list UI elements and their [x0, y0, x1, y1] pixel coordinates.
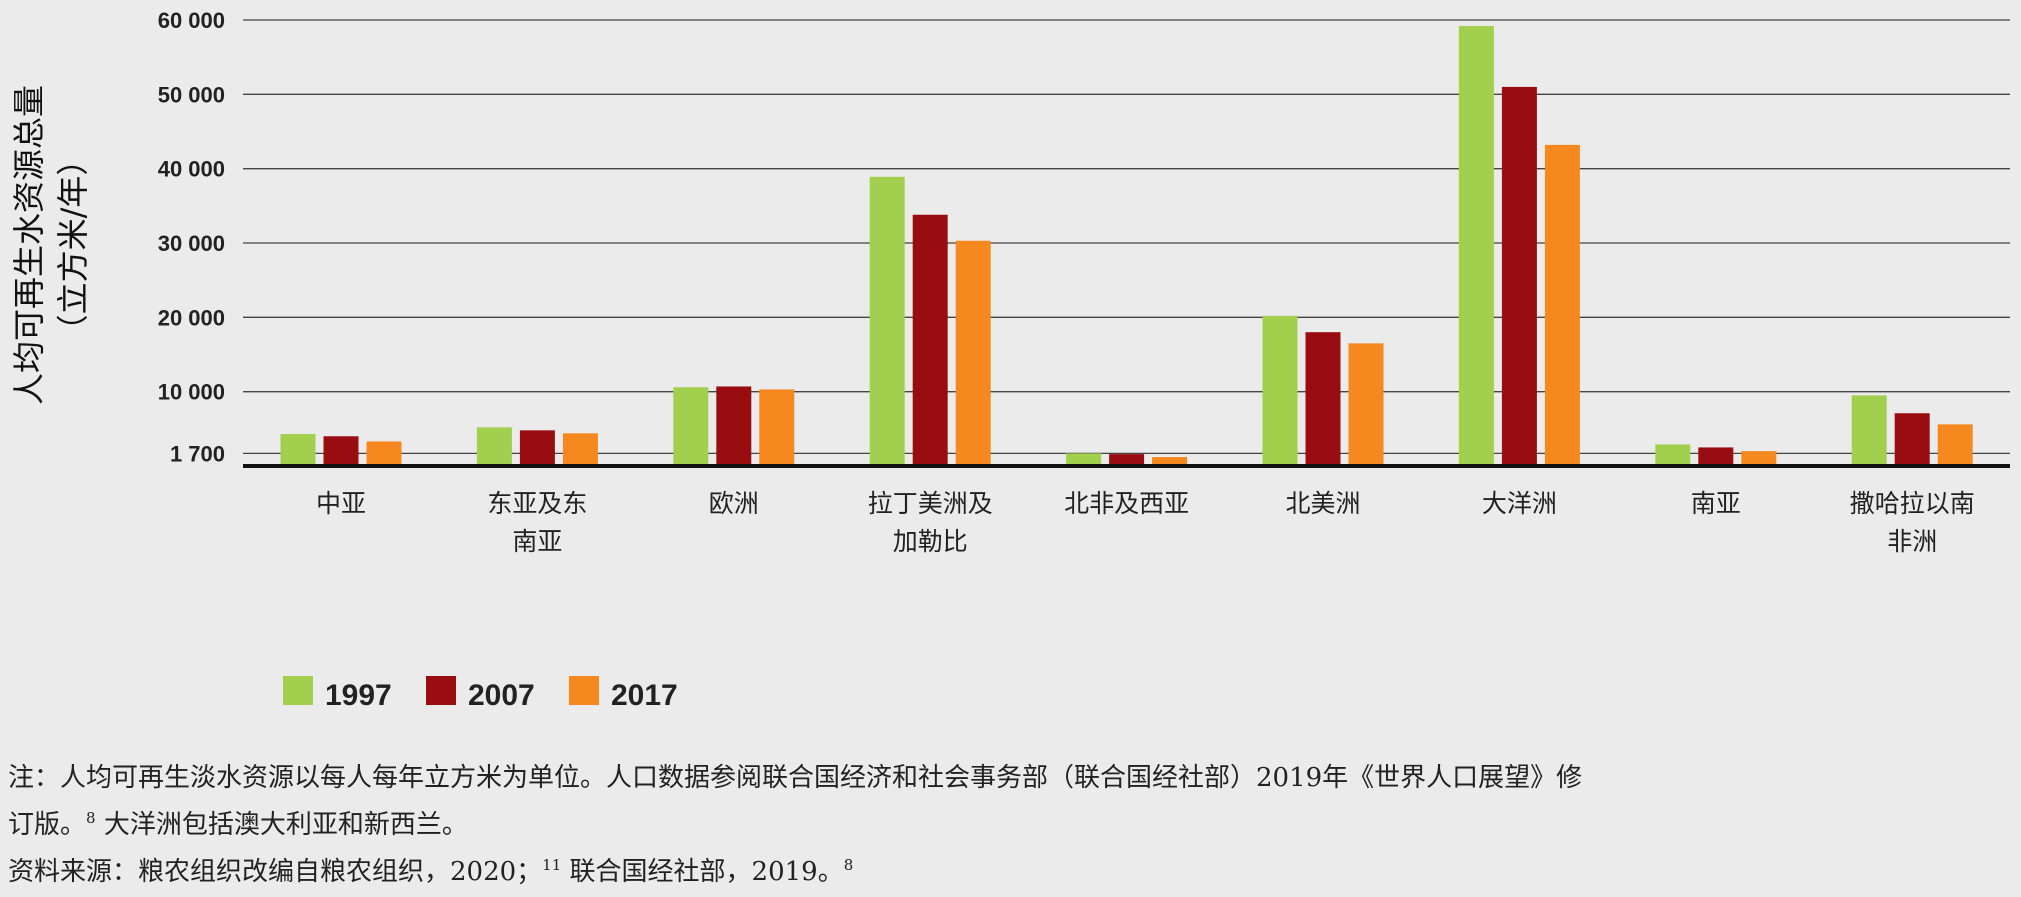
bar-2007 [1698, 447, 1734, 466]
x-category-label: 南亚 [1691, 489, 1741, 518]
x-category-label: 非洲 [1887, 527, 1937, 556]
x-category-label: 南亚 [512, 527, 562, 556]
y-tick-label: 10 000 [158, 380, 225, 405]
y-tick-label: 1 700 [170, 441, 225, 466]
legend-swatch-2017 [569, 676, 599, 705]
bars [280, 25, 1973, 467]
x-category-label: 拉丁美洲及 [868, 489, 993, 518]
bar-1997 [280, 434, 316, 466]
source-footnote-ref-1: 11 [542, 856, 562, 874]
y-tick-label: 60 000 [158, 8, 225, 33]
legend-label-2007: 2007 [468, 679, 535, 712]
bar-2017 [366, 441, 402, 466]
source-rest: 联合国经社部，2019。 [561, 857, 844, 887]
x-category-label: 北非及西亚 [1064, 489, 1189, 518]
bar-2007 [1305, 332, 1341, 466]
bar-2017 [1348, 343, 1384, 466]
bar-1997 [1655, 444, 1691, 466]
bar-2017 [1937, 424, 1973, 466]
bar-1997 [869, 176, 905, 467]
y-axis-ticks: 1 700 10 000 20 000 30 000 40 000 50 000 60 00… [158, 8, 225, 466]
bar-1997 [476, 427, 512, 466]
bar-1997 [1458, 25, 1494, 467]
note-line2-rest: 大洋洲包括澳大利亚和新西兰。 [95, 810, 468, 840]
bar-2007 [1894, 413, 1930, 466]
bar-2007 [716, 386, 752, 466]
bar-1997 [673, 387, 709, 466]
x-category-label: 欧洲 [709, 489, 759, 518]
bar-2007 [323, 436, 359, 466]
x-category-label: 中亚 [316, 489, 366, 518]
y-axis-label-line2: （立方米/年） [54, 144, 92, 347]
bar-2007 [912, 214, 948, 466]
legend-swatch-1997 [283, 676, 313, 705]
y-axis-label: 人均可再生水资源总量 （立方米/年） [10, 85, 92, 405]
legend-label-1997: 1997 [325, 679, 392, 712]
gridlines [243, 19, 2010, 455]
bar-2007 [519, 430, 555, 466]
bar-1997 [1851, 395, 1887, 466]
note-line2-text: 订版。 [8, 810, 87, 840]
notes: 注：人均可再生淡水资源以每人每年立方米为单位。人口数据参阅联合国经济和社会事务部… [8, 758, 2008, 892]
y-tick-label: 20 000 [158, 305, 225, 330]
legend-swatch-2007 [426, 676, 456, 705]
source-line: 资料来源：粮农组织改编自粮农组织，2020；11 联合国经社部，2019。8 [8, 845, 2008, 892]
x-category-label: 北美洲 [1285, 489, 1360, 518]
y-tick-label: 40 000 [158, 157, 225, 182]
bar-2017 [1544, 144, 1580, 466]
note-line1: 注：人均可再生淡水资源以每人每年立方米为单位。人口数据参阅联合国经济和社会事务部… [8, 763, 1583, 793]
source-text: 资料来源：粮农组织改编自粮农组织，2020； [8, 857, 543, 887]
y-axis-label-line1: 人均可再生水资源总量 [10, 85, 48, 405]
bar-2007 [1109, 454, 1145, 466]
x-category-label: 撒哈拉以南 [1850, 489, 1975, 518]
bar-1997 [1262, 315, 1298, 466]
bar-2017 [1741, 451, 1777, 466]
bar-2017 [1152, 457, 1188, 466]
bar-2017 [562, 433, 598, 466]
bar-1997 [1066, 453, 1102, 466]
legend-label-2017: 2017 [611, 679, 678, 712]
bar-2007 [1501, 86, 1537, 467]
y-tick-label: 50 000 [158, 82, 225, 107]
source-footnote-ref-2: 8 [843, 856, 854, 874]
legend: 1997 2007 2017 [283, 676, 678, 712]
x-category-label: 加勒比 [893, 527, 968, 556]
bar-2017 [759, 389, 795, 466]
bar-2017 [955, 240, 991, 466]
note-line2: 订版。8 大洋洲包括澳大利亚和新西兰。 [8, 798, 2008, 845]
note-footnote-ref: 8 [86, 809, 96, 827]
x-category-label: 大洋洲 [1482, 489, 1557, 518]
x-category-label: 东亚及东 [487, 489, 587, 518]
y-tick-label: 30 000 [158, 231, 225, 256]
